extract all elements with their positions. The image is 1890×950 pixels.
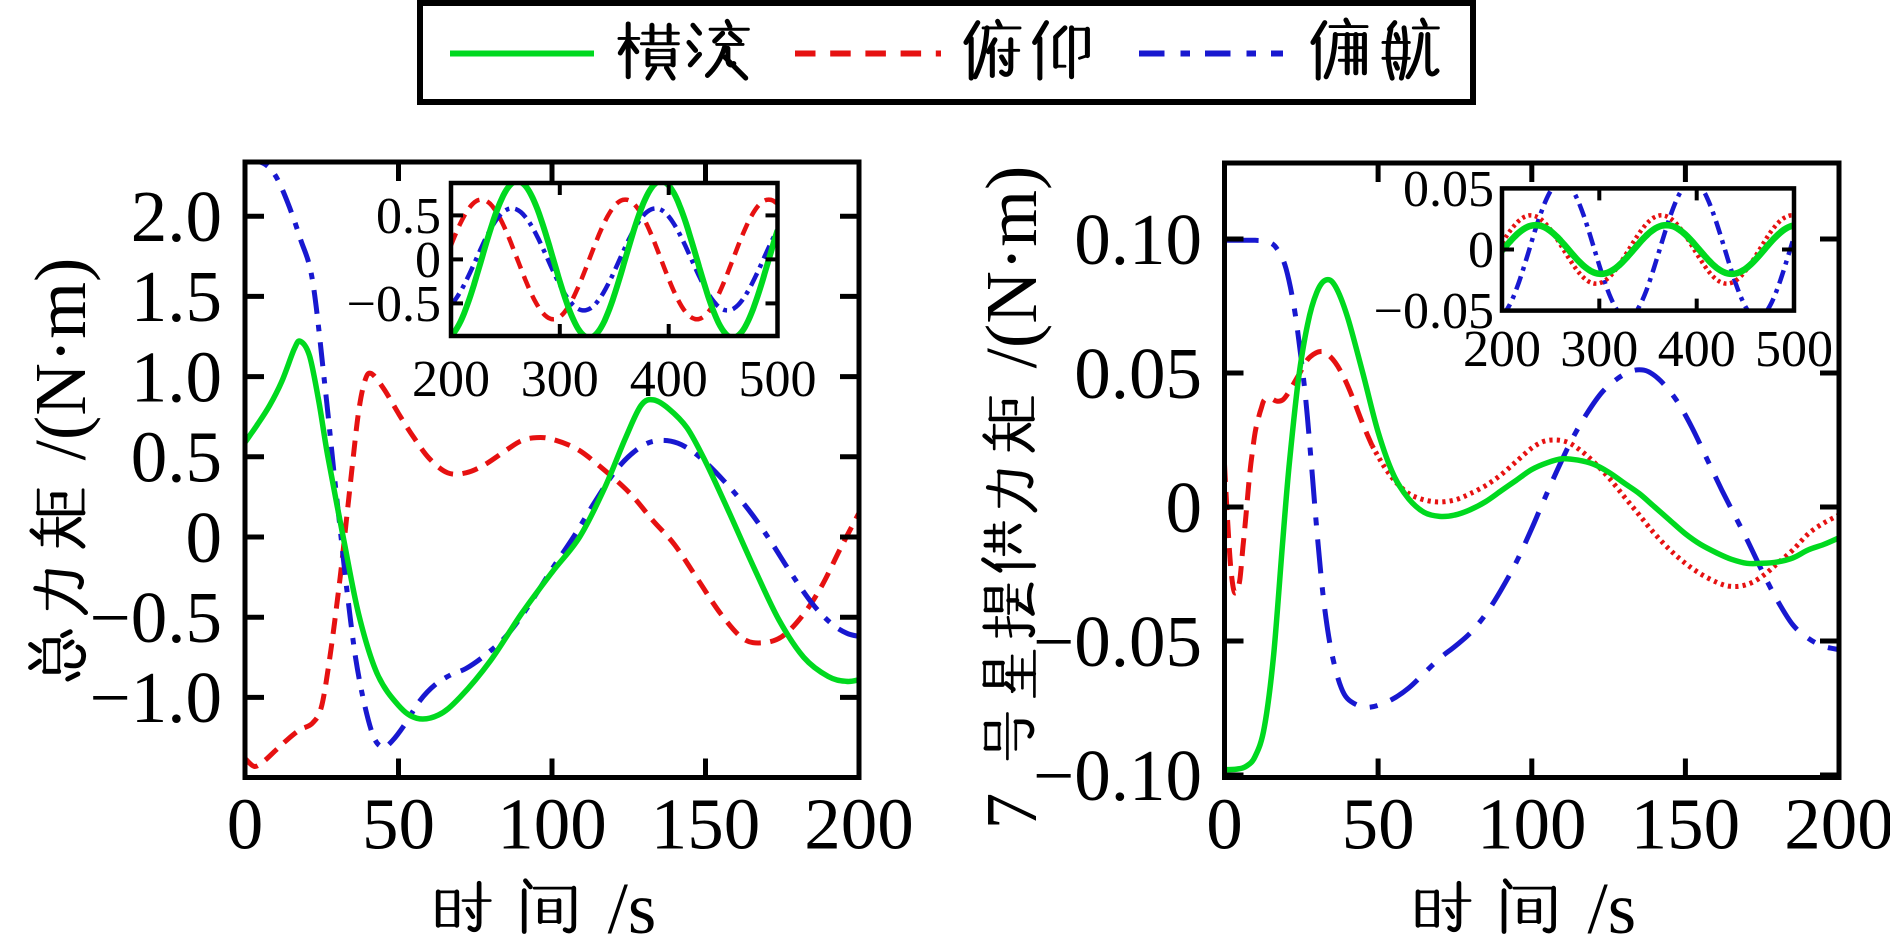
svg-text:300: 300 [521,351,599,408]
svg-text:0.05: 0.05 [1403,161,1494,218]
svg-text:100: 100 [1477,784,1587,865]
svg-text:300: 300 [1560,321,1638,378]
svg-text:200: 200 [1784,784,1890,865]
svg-text:−0.5: −0.5 [90,577,222,658]
svg-text:1.5: 1.5 [131,256,222,337]
svg-text:/(N·m): /(N·m) [971,166,1052,369]
svg-text:2.0: 2.0 [131,176,222,257]
svg-text:0.10: 0.10 [1074,199,1202,280]
svg-text:50: 50 [362,784,435,865]
svg-text:200: 200 [412,351,490,408]
svg-text:0: 0 [1206,784,1243,865]
svg-text:−0.5: −0.5 [347,276,441,333]
svg-text:1.0: 1.0 [131,336,222,417]
svg-text:0.5: 0.5 [376,188,441,245]
svg-text:0.5: 0.5 [131,417,222,498]
svg-text:0: 0 [415,232,441,289]
svg-text:/s: /s [1587,868,1636,949]
svg-text:200: 200 [804,784,914,865]
svg-text:/s: /s [608,868,657,949]
svg-text:0: 0 [1468,222,1494,279]
svg-text:0: 0 [227,784,264,865]
svg-text:−0.05: −0.05 [1033,601,1202,682]
svg-text:−0.05: −0.05 [1374,283,1494,340]
svg-text:50: 50 [1342,784,1415,865]
svg-text:500: 500 [1755,321,1833,378]
svg-text:100: 100 [497,784,607,865]
svg-text:0.05: 0.05 [1074,333,1202,414]
svg-text:200: 200 [1463,321,1541,378]
svg-text:7: 7 [971,793,1052,830]
svg-text:/(N·m): /(N·m) [20,258,101,461]
svg-text:−1.0: −1.0 [90,657,222,738]
svg-text:500: 500 [739,351,817,408]
svg-text:0: 0 [186,497,223,578]
svg-text:150: 150 [651,784,761,865]
svg-text:0: 0 [1166,467,1203,548]
svg-text:400: 400 [1658,321,1736,378]
svg-text:400: 400 [630,351,708,408]
svg-text:150: 150 [1631,784,1741,865]
svg-text:−0.10: −0.10 [1033,735,1202,816]
